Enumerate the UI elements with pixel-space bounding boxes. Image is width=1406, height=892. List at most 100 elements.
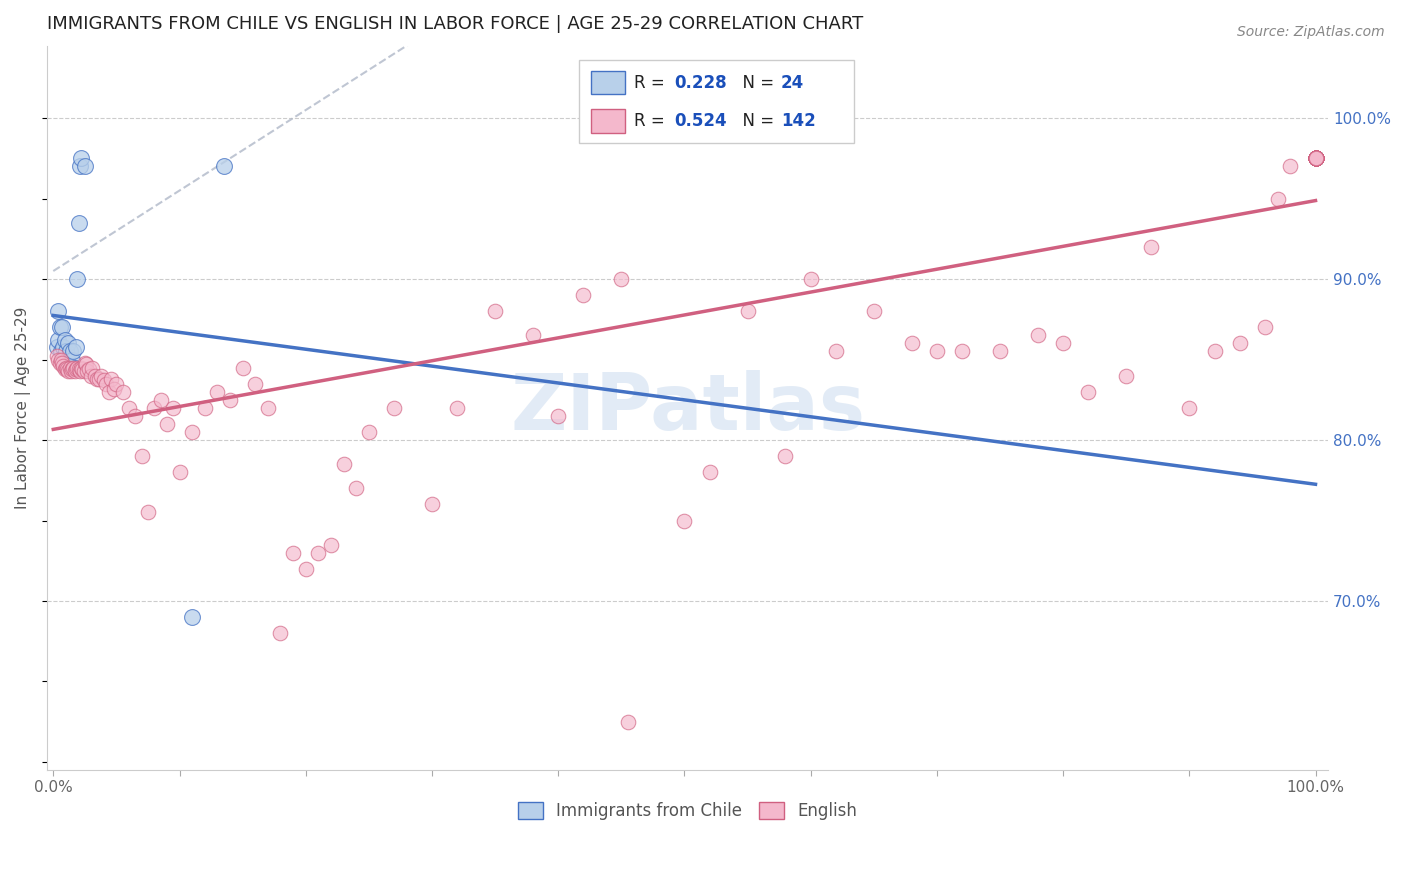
Point — [1305, 152, 1327, 166]
Point — [1305, 152, 1327, 166]
Text: R =: R = — [634, 112, 669, 130]
Point — [66, 360, 89, 375]
Point — [70, 360, 93, 375]
Point — [1305, 152, 1327, 166]
Point — [737, 304, 759, 318]
Text: 142: 142 — [782, 112, 815, 130]
Point — [1305, 152, 1327, 166]
Point — [522, 328, 544, 343]
Point — [46, 352, 69, 367]
Point — [1077, 384, 1099, 399]
Bar — [592, 71, 624, 95]
Point — [775, 449, 797, 463]
Point — [73, 356, 96, 370]
Point — [1305, 152, 1327, 166]
Point — [1305, 152, 1327, 166]
Point — [1279, 160, 1302, 174]
Point — [73, 160, 96, 174]
Point — [1305, 152, 1327, 166]
Point — [60, 362, 83, 376]
Point — [46, 340, 69, 354]
Point — [269, 626, 291, 640]
Point — [51, 320, 73, 334]
Point — [1204, 344, 1226, 359]
Point — [49, 344, 72, 359]
Point — [800, 272, 823, 286]
Point — [1305, 152, 1327, 166]
Point — [51, 356, 73, 370]
Point — [118, 401, 141, 415]
Point — [1305, 152, 1327, 166]
Text: Source: ZipAtlas.com: Source: ZipAtlas.com — [1237, 25, 1385, 39]
Point — [46, 333, 69, 347]
Point — [84, 368, 107, 383]
Point — [103, 382, 125, 396]
Point — [1305, 152, 1327, 166]
Point — [156, 417, 179, 431]
Bar — [579, 60, 853, 144]
Point — [72, 362, 94, 376]
Point — [76, 364, 98, 378]
Point — [1305, 152, 1327, 166]
Point — [344, 481, 367, 495]
Point — [55, 360, 77, 375]
Point — [382, 401, 405, 415]
Point — [149, 392, 172, 407]
Point — [446, 401, 468, 415]
Point — [294, 562, 316, 576]
Point — [1026, 328, 1049, 343]
Point — [82, 360, 104, 375]
Point — [1305, 152, 1327, 166]
Point — [212, 160, 235, 174]
Point — [58, 336, 80, 351]
Point — [420, 497, 443, 511]
Point — [62, 344, 84, 359]
Point — [1140, 240, 1163, 254]
Point — [547, 409, 569, 423]
Point — [1305, 152, 1327, 166]
Point — [616, 714, 638, 729]
Point — [1305, 152, 1327, 166]
Point — [1305, 152, 1327, 166]
Point — [181, 610, 204, 624]
Point — [136, 506, 159, 520]
Point — [219, 392, 242, 407]
Point — [48, 356, 70, 370]
Point — [1305, 152, 1327, 166]
Point — [46, 349, 69, 363]
Point — [1305, 152, 1327, 166]
Point — [207, 384, 229, 399]
Point — [1305, 152, 1327, 166]
Point — [90, 368, 112, 383]
Point — [63, 360, 86, 375]
Point — [55, 344, 77, 359]
Point — [1229, 336, 1251, 351]
Point — [96, 376, 118, 391]
Point — [1305, 152, 1327, 166]
Point — [1052, 336, 1074, 351]
Point — [69, 364, 91, 378]
Point — [53, 333, 76, 347]
Y-axis label: In Labor Force | Age 25-29: In Labor Force | Age 25-29 — [15, 307, 31, 509]
Point — [925, 344, 948, 359]
Point — [52, 340, 75, 354]
Point — [169, 465, 191, 479]
Text: 24: 24 — [782, 74, 804, 92]
Point — [143, 401, 166, 415]
Point — [131, 449, 153, 463]
Point — [49, 352, 72, 367]
Point — [69, 160, 91, 174]
Point — [62, 360, 84, 375]
Point — [988, 344, 1011, 359]
Point — [1305, 152, 1327, 166]
Point — [181, 425, 204, 439]
Point — [70, 152, 93, 166]
Point — [1305, 152, 1327, 166]
Point — [60, 352, 83, 367]
Point — [1305, 152, 1327, 166]
Point — [46, 304, 69, 318]
Point — [105, 376, 128, 391]
Point — [357, 425, 380, 439]
Text: ZIPatlas: ZIPatlas — [510, 370, 865, 446]
Text: 0.228: 0.228 — [675, 74, 727, 92]
